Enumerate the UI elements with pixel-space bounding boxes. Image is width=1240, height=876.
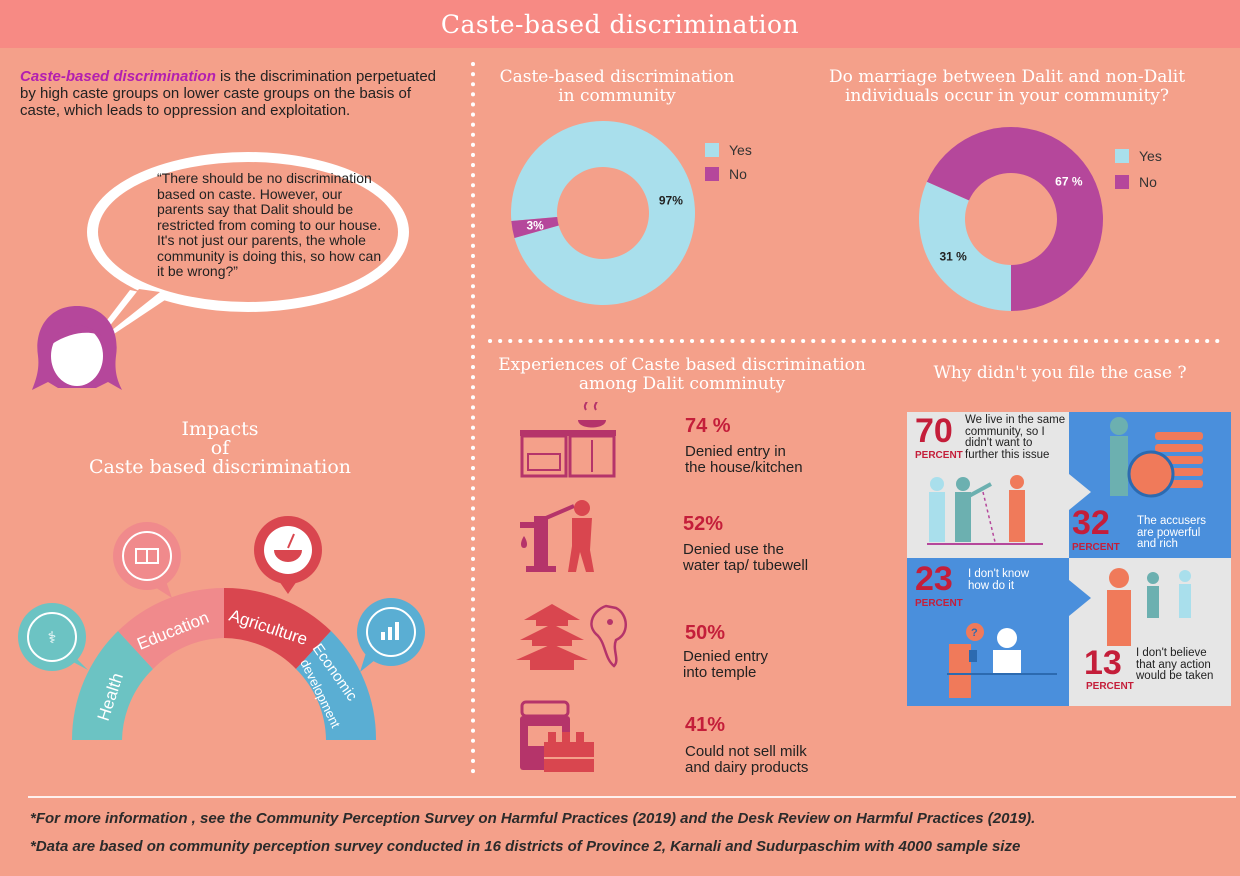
chart1-legend-no-label: No xyxy=(729,166,747,182)
economic-pin xyxy=(357,598,425,672)
impacts-title: Impacts of Caste based discrimination xyxy=(70,420,370,477)
money-icon xyxy=(1110,417,1203,498)
chart1-slice-no xyxy=(511,217,559,239)
why2-number: 32 xyxy=(1072,504,1110,542)
footer-note-2: *Data are based on community perception … xyxy=(30,838,1021,855)
footer-divider xyxy=(28,796,1236,798)
chart2-label-no: 67 % xyxy=(1055,174,1083,188)
health-segment xyxy=(71,631,153,740)
impacts-title-line1: Impacts xyxy=(181,418,259,440)
why3-number: 23 xyxy=(915,560,953,598)
quote-text: “There should be no discrimination based… xyxy=(157,170,382,279)
exp4-percent: 41% xyxy=(685,714,726,736)
chart1-label-yes: 97% xyxy=(659,194,683,208)
people-standing-icon xyxy=(1107,568,1191,646)
intro-text: is the discrimination perpetuated by hig… xyxy=(20,68,437,119)
kitchen-icon xyxy=(520,402,616,478)
why1-number: 70 xyxy=(915,412,953,450)
chart1-title: Caste-based discrimination in community xyxy=(486,68,748,106)
agriculture-segment xyxy=(224,587,331,669)
chart2-legend-no: No xyxy=(1115,174,1157,190)
experiences-title-line2: among Dalit comminuty xyxy=(578,374,786,394)
chart2-title-line2: individuals occur in your community? xyxy=(844,86,1170,106)
people-group-icon xyxy=(927,475,1043,545)
exp4-desc: Could not sell milk and dairy products xyxy=(685,743,809,776)
exp1-desc: Denied entry in the house/kitchen xyxy=(685,443,803,476)
impacts-arc-graphic: Health Education Agriculture Economic de… xyxy=(18,516,425,740)
chart2-label-yes: 31 % xyxy=(939,250,967,264)
experiences-title-line1: Experiences of Caste based discriminatio… xyxy=(498,355,866,375)
why4-percent: PERCENT xyxy=(1086,681,1134,692)
exp1-percent: 74 % xyxy=(685,415,731,437)
page-title: Caste-based discrimination xyxy=(440,9,800,39)
chart2-title: Do marriage between Dalit and non-Dalit … xyxy=(812,68,1202,106)
chart1-slice-yes xyxy=(511,121,695,306)
exp2-percent: 52% xyxy=(683,513,724,535)
chart2-legend-yes-label: Yes xyxy=(1139,148,1162,164)
intro-paragraph: Caste-based discrimination is the discri… xyxy=(20,68,440,119)
temple-icon xyxy=(516,604,627,670)
chart1-legend-no: No xyxy=(705,166,747,182)
intro-highlight: Caste-based discrimination xyxy=(20,68,216,85)
why4-number: 13 xyxy=(1084,644,1122,682)
why-panels-graphic: ? xyxy=(907,412,1231,706)
chart1-title-line1: Caste-based discrimination xyxy=(499,67,735,87)
exp2-desc: Denied use the water tap/ tubewell xyxy=(683,541,809,574)
why2-text: The accusers are powerful and rich xyxy=(1137,515,1207,550)
horizontal-divider xyxy=(488,339,1224,343)
exp3-desc: Denied entry into temple xyxy=(683,648,769,681)
chart1-legend-yes: Yes xyxy=(705,142,752,158)
why3-percent: PERCENT xyxy=(915,598,963,609)
chart1-legend-yes-label: Yes xyxy=(729,142,752,158)
chart2-legend-no-label: No xyxy=(1139,174,1157,190)
milk-icon xyxy=(520,700,594,772)
why4-text: I don't believe that any action would be t… xyxy=(1136,647,1214,682)
rice-bowl-icon xyxy=(274,550,302,562)
chart1-label-no: 3% xyxy=(526,218,544,232)
coins-chart-icon xyxy=(381,632,385,640)
chart2-title-line1: Do marriage between Dalit and non-Dalit xyxy=(828,67,1186,87)
chart2-slice-yes xyxy=(919,181,1011,311)
vertical-divider xyxy=(471,62,475,778)
header-bar: Caste-based discrimination xyxy=(0,0,1240,48)
education-pin xyxy=(113,522,181,598)
woman-avatar-icon xyxy=(32,306,122,390)
exp3-percent: 50% xyxy=(685,622,726,644)
economic-segment xyxy=(296,631,377,740)
footer-note-1: *For more information , see the Communit… xyxy=(30,810,1036,827)
why3-text: I don't know how do it xyxy=(968,568,1030,592)
why-title: Why didn't you file the case ? xyxy=(933,363,1187,383)
chart1-title-line2: in community xyxy=(558,86,676,106)
impacts-title-line2: of xyxy=(210,437,230,459)
svg-text:?: ? xyxy=(971,627,978,639)
confused-person-icon: ? xyxy=(947,623,1057,698)
chart2-slice-no xyxy=(926,127,1103,311)
impacts-title-line3: Caste based discrimination xyxy=(88,456,352,478)
why1-percent: PERCENT xyxy=(915,450,963,461)
chart2-legend-yes: Yes xyxy=(1115,148,1162,164)
medical-icon: ⚕ xyxy=(48,630,57,647)
agriculture-pin xyxy=(254,516,322,594)
chart1-donut: 97% 3% xyxy=(511,121,695,306)
health-pin: ⚕ xyxy=(18,603,88,671)
experiences-title: Experiences of Caste based discriminatio… xyxy=(484,356,880,394)
chart2-donut: 31 % 67 % xyxy=(919,127,1103,311)
education-segment xyxy=(118,588,224,669)
water-tap-icon xyxy=(520,500,594,572)
why2-percent: PERCENT xyxy=(1072,542,1120,553)
